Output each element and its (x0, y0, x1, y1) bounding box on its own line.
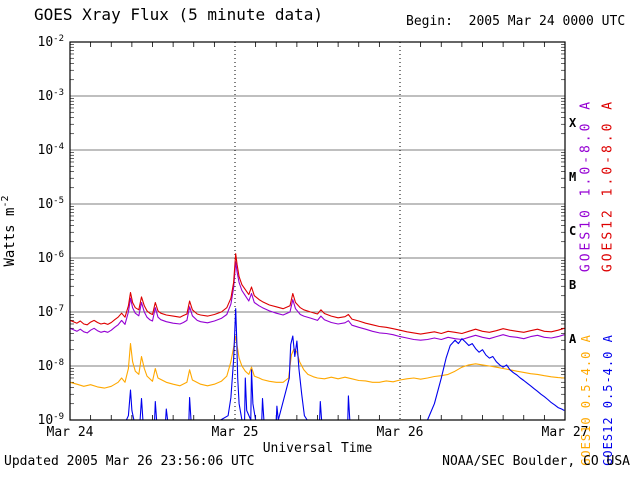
series-goes10-long (69, 261, 565, 341)
y-tick-label: 10-4 (38, 142, 65, 158)
x-tick-label: Mar 25 (212, 425, 259, 440)
flare-class-label: B (569, 278, 576, 292)
x-axis-title: Universal Time (262, 441, 373, 456)
x-tick-label: Mar 27 (542, 425, 589, 440)
x-tick-label: Mar 26 (377, 425, 424, 440)
plot-frame (69, 41, 566, 421)
y-tick-label: 10-7 (38, 304, 65, 320)
series-goes12-long (69, 253, 565, 335)
y-tick-label: 10-6 (38, 250, 65, 266)
flare-class-label: C (569, 224, 576, 238)
flare-class-label: A (569, 332, 577, 346)
y-tick-label: 10-9 (38, 412, 65, 428)
legend-goes12-long: GOES12 1.0-8.0 A (600, 98, 616, 273)
x-tick-label: Mar 24 (47, 425, 94, 440)
series-goes10-short (69, 335, 565, 389)
chart-title: GOES Xray Flux (5 minute data) (34, 5, 323, 24)
y-tick-label: 10-5 (38, 196, 65, 212)
y-tick-label: 10-3 (38, 88, 65, 104)
y-tick-label: 10-2 (38, 34, 65, 50)
begin-timestamp: Begin: 2005 Mar 24 0000 UTC (406, 14, 626, 29)
legend-goes10-long: GOES10 1.0-8.0 A (578, 98, 594, 273)
source-credit: NOAA/SEC Boulder, CO USA (442, 454, 630, 469)
series-goes12-short (70, 308, 565, 421)
y-tick-label: 10-8 (38, 358, 65, 374)
flare-class-label: M (569, 170, 576, 184)
flare-class-label: X (569, 116, 577, 130)
updated-timestamp: Updated 2005 Mar 26 23:56:06 UTC (4, 454, 255, 469)
y-axis-title: Watts m-2 (0, 195, 18, 266)
